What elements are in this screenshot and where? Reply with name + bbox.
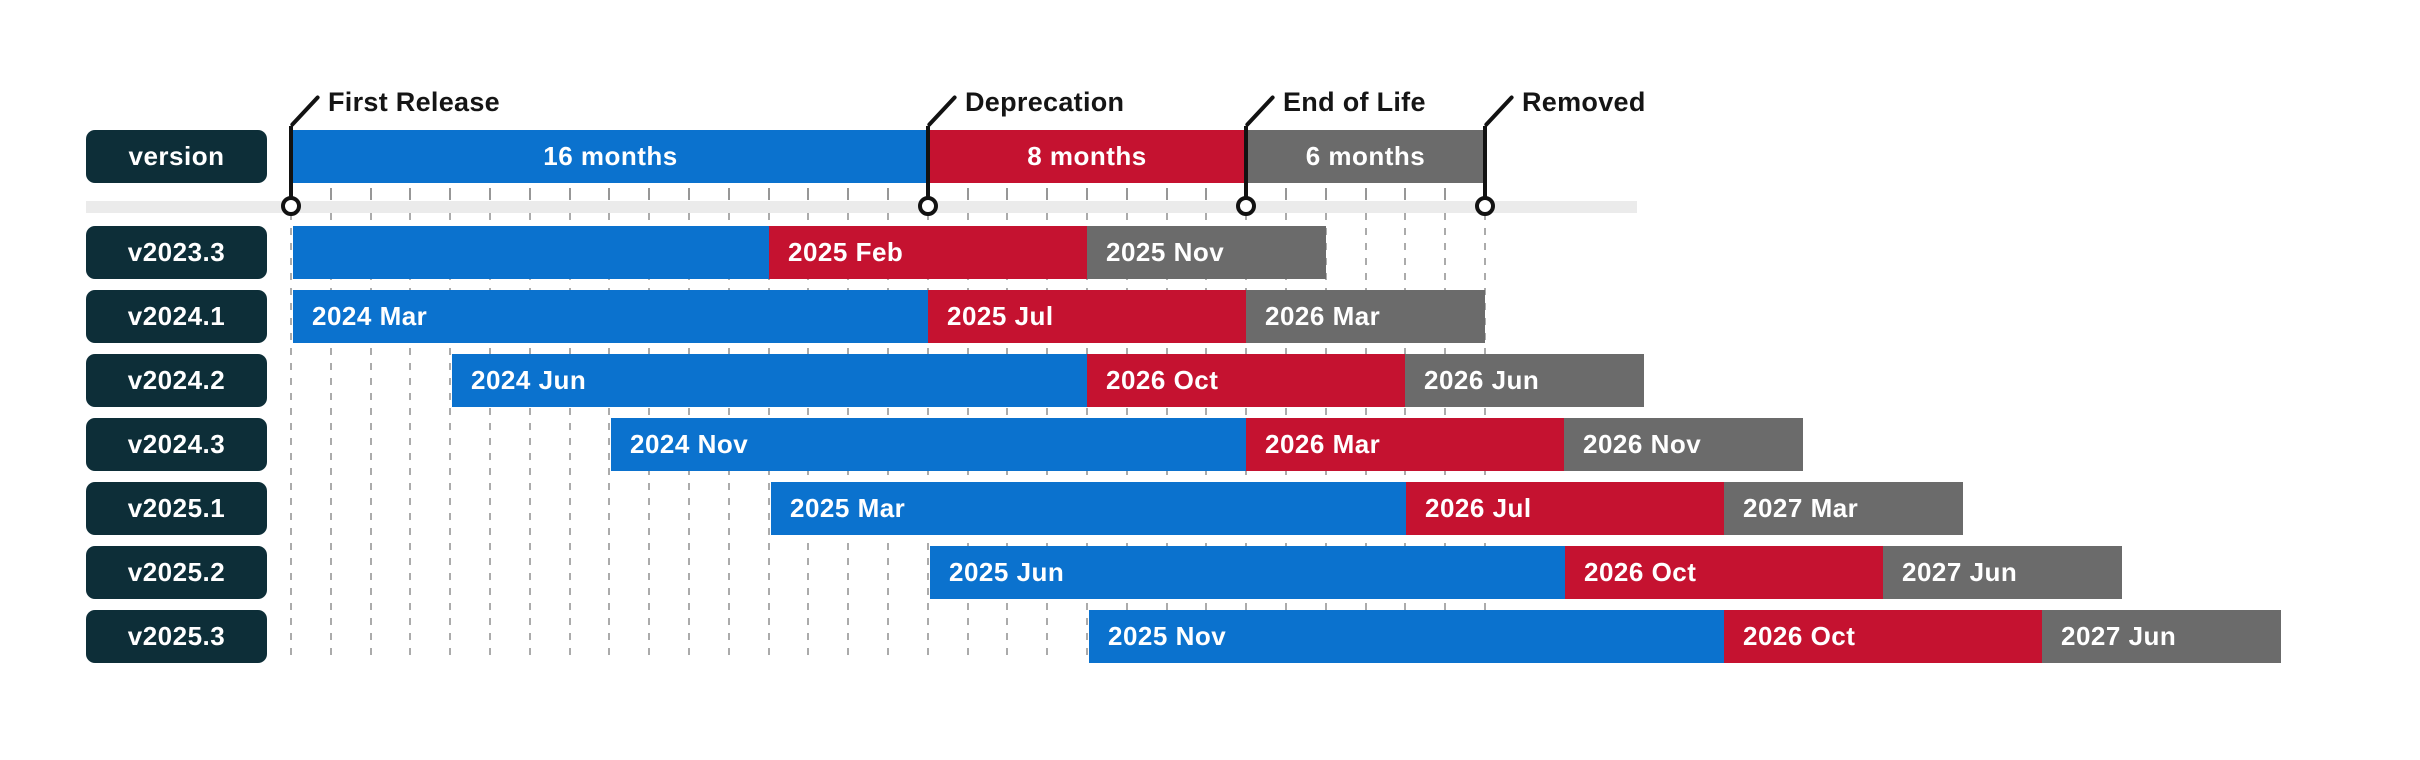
support-bar: 2024 Jun xyxy=(452,354,1087,407)
month-gridline xyxy=(529,213,531,663)
month-gridline xyxy=(290,213,292,663)
month-tick xyxy=(688,188,690,200)
deprecation-bar: 2026 Jul xyxy=(1406,482,1724,535)
milestone-marker-icon xyxy=(1475,196,1495,216)
month-tick xyxy=(1126,188,1128,200)
month-gridline xyxy=(569,213,571,663)
milestone-leader-line xyxy=(1483,94,1515,128)
milestone-marker-icon xyxy=(281,196,301,216)
month-tick xyxy=(330,188,332,200)
milestone-label-removed: Removed xyxy=(1522,87,1646,117)
month-gridline xyxy=(608,213,610,663)
timeline-axis-band xyxy=(86,201,1637,213)
support-bar: 2024 Mar xyxy=(293,290,928,343)
milestone-connector-line xyxy=(289,126,293,204)
month-tick xyxy=(648,188,650,200)
month-tick xyxy=(1006,188,1008,200)
month-tick xyxy=(1325,188,1327,200)
milestone-connector-line xyxy=(926,126,930,204)
month-gridline xyxy=(489,213,491,663)
milestone-label-first-release: First Release xyxy=(328,87,500,117)
milestone-marker-icon xyxy=(1236,196,1256,216)
support-bar: 2024 Nov xyxy=(611,418,1246,471)
eol-bar: 2025 Nov xyxy=(1087,226,1326,279)
month-tick xyxy=(967,188,969,200)
milestone-connector-line xyxy=(1483,126,1487,204)
eol-bar: 2027 Jun xyxy=(1883,546,2122,599)
milestone-leader-line xyxy=(926,94,958,128)
deprecation-bar: 2026 Oct xyxy=(1724,610,2042,663)
month-tick xyxy=(887,188,889,200)
support-bar: 2025 Nov xyxy=(1089,610,1724,663)
eol-bar: 2026 Jun xyxy=(1405,354,1644,407)
support-bar: 2025 Jun xyxy=(930,546,1565,599)
support-bar: 2025 Mar xyxy=(771,482,1406,535)
month-gridline xyxy=(370,213,372,663)
eol-bar: 2027 Jun xyxy=(2042,610,2281,663)
month-tick xyxy=(449,188,451,200)
milestone-label-end-of-life: End of Life xyxy=(1283,87,1426,117)
month-tick xyxy=(807,188,809,200)
milestone-label-deprecation: Deprecation xyxy=(965,87,1125,117)
version-badge: v2023.3 xyxy=(86,226,267,279)
deprecation-bar: 2026 Oct xyxy=(1087,354,1405,407)
milestone-leader-line xyxy=(1244,94,1276,128)
month-tick xyxy=(1046,188,1048,200)
version-badge: v2025.2 xyxy=(86,546,267,599)
month-tick xyxy=(1205,188,1207,200)
milestone-marker-icon xyxy=(918,196,938,216)
month-tick xyxy=(370,188,372,200)
eol-bar: 2026 Mar xyxy=(1246,290,1485,343)
milestone-connector-line xyxy=(1244,126,1248,204)
month-tick xyxy=(569,188,571,200)
month-tick xyxy=(1285,188,1287,200)
support-bar xyxy=(293,226,769,279)
month-tick xyxy=(1365,188,1367,200)
header-eol-segment: 6 months xyxy=(1246,130,1485,183)
month-tick xyxy=(728,188,730,200)
month-tick xyxy=(768,188,770,200)
version-badge: v2024.1 xyxy=(86,290,267,343)
deprecation-bar: 2025 Feb xyxy=(769,226,1087,279)
version-badge: v2025.3 xyxy=(86,610,267,663)
month-tick xyxy=(489,188,491,200)
month-tick xyxy=(529,188,531,200)
header-deprecation-segment: 8 months xyxy=(928,130,1246,183)
month-tick xyxy=(409,188,411,200)
version-badge: v2025.1 xyxy=(86,482,267,535)
deprecation-bar: 2025 Jul xyxy=(928,290,1246,343)
eol-bar: 2027 Mar xyxy=(1724,482,1963,535)
month-tick xyxy=(608,188,610,200)
eol-bar: 2026 Nov xyxy=(1564,418,1803,471)
version-column-header: version xyxy=(86,130,267,183)
version-badge: v2024.2 xyxy=(86,354,267,407)
month-gridline xyxy=(409,213,411,663)
version-badge: v2024.3 xyxy=(86,418,267,471)
month-tick xyxy=(1444,188,1446,200)
month-gridline xyxy=(449,213,451,663)
month-gridline xyxy=(330,213,332,663)
deprecation-bar: 2026 Oct xyxy=(1565,546,1883,599)
header-support-segment: 16 months xyxy=(293,130,928,183)
month-tick xyxy=(1404,188,1406,200)
deprecation-bar: 2026 Mar xyxy=(1246,418,1564,471)
milestone-leader-line xyxy=(289,94,321,128)
month-tick xyxy=(1086,188,1088,200)
month-tick xyxy=(1166,188,1168,200)
month-tick xyxy=(847,188,849,200)
